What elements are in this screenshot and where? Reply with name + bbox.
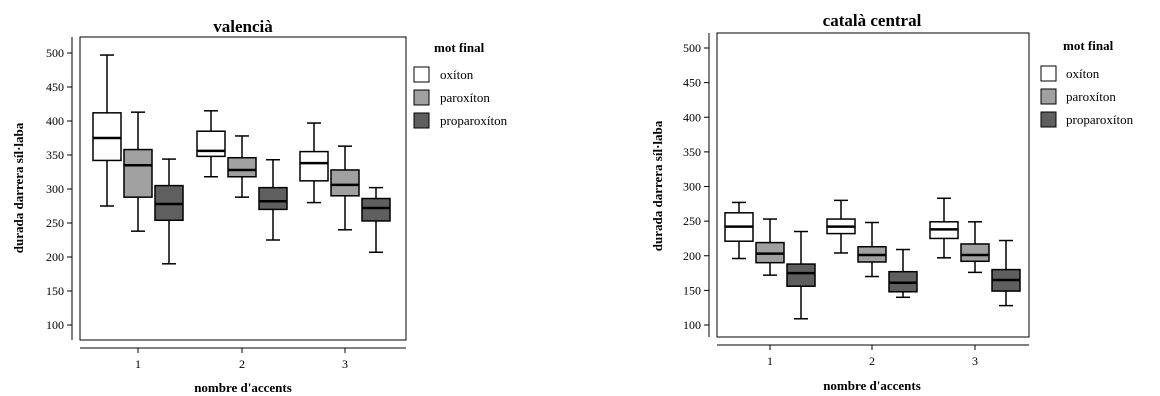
x-axis-label: nombre d'accents [194, 380, 292, 395]
legend-swatch-proparoxiton [413, 112, 430, 129]
x-tick-label: 3 [342, 357, 348, 371]
legend: mot final oxíton paroxíton proparoxíton [1040, 38, 1134, 128]
x-ticks: 1 2 3 [135, 348, 348, 371]
legend-swatch-paroxiton [1040, 88, 1057, 105]
legend: mot final oxíton paroxíton proparoxíton [413, 40, 508, 129]
y-tick-label: 200 [46, 250, 64, 264]
box-oxíton-2 [196, 110, 226, 178]
boxes [724, 197, 1021, 320]
y-tick-label: 450 [683, 76, 701, 90]
y-tick-label: 350 [683, 145, 701, 159]
x-tick-label: 1 [135, 357, 141, 371]
y-tick-label: 400 [46, 114, 64, 128]
y-tick-label: 300 [683, 180, 701, 194]
x-axis-label: nombre d'accents [823, 378, 921, 393]
x-tick-label: 3 [972, 354, 978, 368]
legend-label-proparoxiton: proparoxíton [440, 113, 508, 128]
boxes [92, 54, 391, 265]
chart-title: valencià [213, 17, 273, 36]
legend-title: mot final [434, 40, 485, 55]
y-ticks: 100 150 200 250 300 350 400 450 500 [683, 41, 709, 332]
legend-swatch-oxiton [413, 66, 430, 83]
box-oxíton-2 [826, 199, 856, 254]
chart-valencia: valencià 100 150 200 250 300 350 400 450 500 1 2 3… [11, 17, 508, 395]
box-paroxíton-2 [227, 135, 257, 198]
y-tick-label: 500 [683, 41, 701, 55]
y-tick-label: 350 [46, 148, 64, 162]
box-paroxíton-3 [330, 145, 360, 231]
legend-label-paroxiton: paroxíton [440, 90, 490, 105]
y-tick-label: 500 [46, 46, 64, 60]
y-tick-label: 100 [683, 318, 701, 332]
y-tick-label: 200 [683, 249, 701, 263]
y-tick-label: 150 [46, 284, 64, 298]
plot-frame [79, 36, 407, 341]
y-tick-label: 300 [46, 182, 64, 196]
box-proparoxíton-2 [888, 248, 918, 299]
box-oxíton-1 [724, 201, 754, 260]
box-oxíton-3 [929, 197, 959, 259]
y-tick-label: 100 [46, 318, 64, 332]
box-paroxíton-2 [857, 221, 887, 278]
legend-swatch-oxiton [1040, 65, 1057, 82]
box-iqr [123, 148, 153, 198]
box-iqr [361, 197, 391, 222]
y-tick-label: 250 [683, 214, 701, 228]
box-oxíton-1 [92, 54, 122, 207]
box-paroxíton-3 [960, 221, 990, 274]
legend-label-oxiton: oxíton [1066, 66, 1100, 81]
y-axis-label: durada darrera síl·laba [650, 120, 665, 251]
y-tick-label: 450 [46, 80, 64, 94]
box-proparoxíton-3 [991, 239, 1021, 307]
x-ticks: 1 2 3 [767, 345, 978, 368]
box-iqr [299, 150, 329, 182]
chart-catala-central: català central 100 150 200 250 300 350 400 450 5… [650, 11, 1134, 393]
box-paroxíton-1 [755, 218, 785, 276]
legend-label-oxiton: oxíton [440, 67, 474, 82]
box-oxíton-3 [299, 122, 329, 204]
box-proparoxíton-2 [258, 159, 288, 241]
legend-swatch-proparoxiton [1040, 111, 1057, 128]
y-tick-label: 250 [46, 216, 64, 230]
box-iqr [196, 130, 226, 158]
plot-frame [716, 32, 1030, 338]
box-iqr [786, 263, 816, 287]
box-proparoxíton-1 [786, 230, 816, 320]
y-axis-label: durada darrera síl·laba [11, 122, 26, 253]
legend-swatch-paroxiton [413, 89, 430, 106]
x-tick-label: 2 [239, 357, 245, 371]
box-iqr [330, 169, 360, 197]
box-iqr [960, 243, 990, 263]
box-iqr [92, 112, 122, 162]
y-tick-label: 150 [683, 283, 701, 297]
box-proparoxíton-3 [361, 186, 391, 253]
chart-title: català central [823, 11, 922, 30]
x-tick-label: 2 [869, 354, 875, 368]
legend-label-proparoxiton: proparoxíton [1066, 112, 1134, 127]
y-tick-label: 400 [683, 110, 701, 124]
x-tick-label: 1 [767, 354, 773, 368]
box-proparoxíton-1 [154, 158, 184, 265]
box-iqr [258, 186, 288, 211]
legend-title: mot final [1063, 38, 1114, 53]
box-iqr [227, 156, 257, 178]
y-ticks: 100 150 200 250 300 350 400 450 500 [46, 46, 72, 332]
legend-label-paroxiton: paroxíton [1066, 89, 1116, 104]
box-paroxíton-1 [123, 111, 153, 232]
